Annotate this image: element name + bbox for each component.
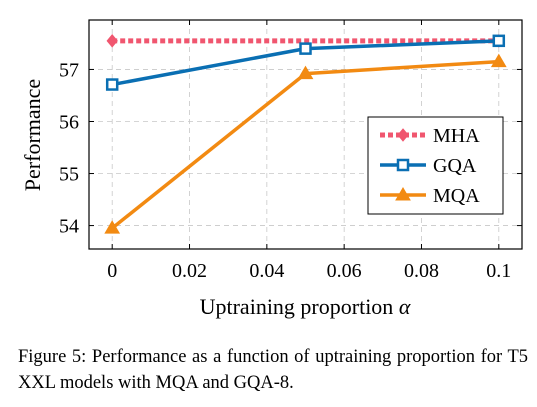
- x-axis-label-symbol: α: [399, 294, 411, 319]
- x-tick-label: 0.02: [172, 260, 207, 282]
- plot-frame: [88, 19, 523, 250]
- y-axis-label: Performance: [20, 79, 45, 191]
- data-point-mqa: [297, 65, 314, 80]
- x-tick-label: 0.08: [404, 260, 439, 282]
- x-tick-label: 0.04: [249, 260, 284, 282]
- legend-marker-mha: [397, 128, 409, 142]
- chart: 0 0.02 0.04 0.06 0.08 0.1 54 55 56 57 MHA GQA MQA P…: [20, 19, 523, 319]
- series-lines: [104, 34, 507, 234]
- x-tick-label: 0: [107, 260, 117, 282]
- legend: MHA GQA MQA: [367, 116, 504, 215]
- x-axis-label-text: Uptraining proportion: [200, 294, 394, 319]
- y-tick-label: 56: [59, 111, 79, 133]
- y-tick-label: 55: [59, 164, 79, 186]
- legend-marker-mqa: [395, 187, 411, 201]
- ticks: 0 0.02 0.04 0.06 0.08 0.1 54 55 56 57: [59, 20, 522, 282]
- data-point-gqa: [492, 34, 506, 48]
- x-tick-label: 0.1: [486, 260, 511, 282]
- data-point-mqa: [104, 220, 121, 234]
- data-point-gqa: [105, 78, 119, 91]
- x-tick-label: 0.06: [327, 260, 362, 282]
- data-point-mha: [106, 34, 118, 48]
- legend-label-mha: MHA: [433, 125, 480, 147]
- data-point-gqa: [299, 42, 312, 55]
- data-point-mqa: [490, 53, 507, 68]
- figure-caption: Figure 5: Performance as a function of u…: [18, 347, 528, 393]
- legend-marker-gqa: [396, 158, 410, 172]
- x-axis-label: Uptraining proportion α: [200, 294, 411, 319]
- legend-label-gqa: GQA: [433, 155, 477, 177]
- y-tick-label: 57: [59, 59, 79, 81]
- legend-label-mqa: MQA: [433, 185, 480, 207]
- y-tick-label: 54: [59, 216, 79, 238]
